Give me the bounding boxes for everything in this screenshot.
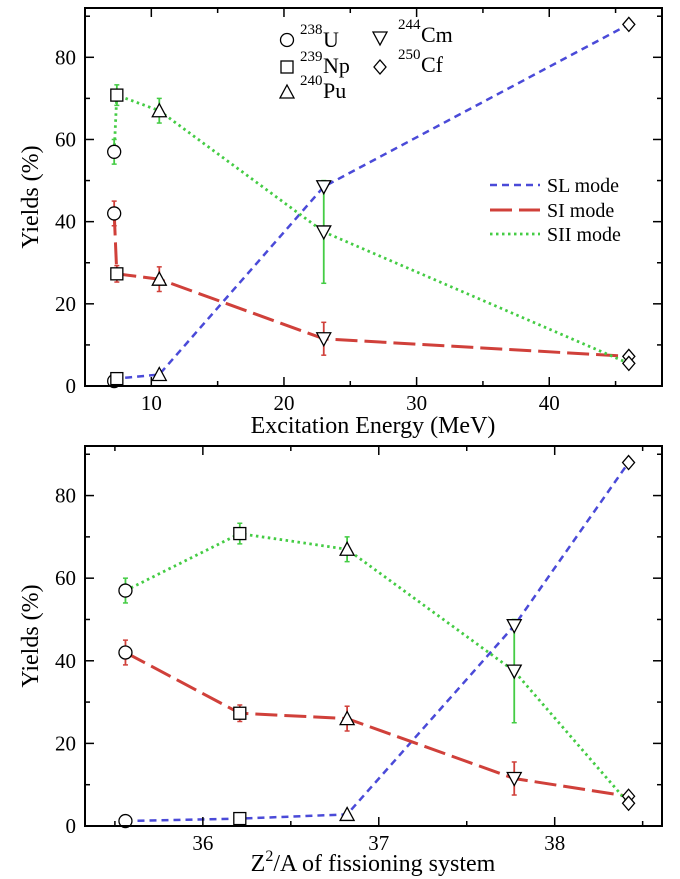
y-tick-label: 60	[55, 566, 76, 590]
top-plot-frame	[84, 7, 663, 387]
y-tick-label: 20	[55, 292, 76, 316]
circle-marker	[118, 813, 133, 829]
legend-pu240-mass: 240	[300, 73, 323, 89]
bottom-x-axis-label-sup: 2	[265, 848, 273, 865]
legend-pu240: 240 Pu	[278, 73, 346, 103]
legend-cm244-element: Cm	[421, 22, 453, 47]
bottom-panel: 0 20 40 60 80 36 37 38 Z2/A of fissioning syste…	[18, 445, 663, 877]
x-tick-label: 20	[273, 391, 294, 415]
top-error-bars	[111, 84, 327, 356]
bottom-x-axis-label-rest: /A of fissioning system	[273, 851, 495, 877]
nucleus-legend: 238 U 239 Np 240 Pu 244 Cm 250 Cf	[278, 17, 453, 103]
square-marker	[233, 706, 247, 720]
bottom-series-lines	[124, 461, 630, 823]
triangle-up-marker	[151, 270, 168, 286]
triangle-up-marker	[339, 710, 356, 726]
legend-sii-label: SII mode	[547, 224, 621, 246]
series-line-sii-mode	[124, 532, 630, 805]
top-axis-ticks: 0 20 40 60 80 10 20 30 40	[55, 8, 662, 415]
diamond-marker	[621, 355, 636, 372]
x-tick-label: 40	[539, 391, 560, 415]
bottom-markers	[118, 454, 636, 829]
square-marker	[233, 526, 247, 541]
legend-cm244-mass: 244	[398, 17, 421, 33]
square-marker	[110, 88, 124, 102]
bottom-x-axis-label-z: Z	[251, 851, 266, 877]
series-line-sl-mode	[125, 461, 630, 823]
square-marker	[233, 811, 247, 826]
y-tick-label: 40	[55, 210, 76, 234]
bottom-x-axis-label: Z2/A of fissioning system	[251, 848, 496, 877]
legend-cf250: 250 Cf	[373, 47, 444, 77]
legend-u238-element: U	[323, 27, 339, 52]
top-y-axis-label: Yields (%)	[18, 145, 44, 248]
legend-np239: 239 Np	[280, 49, 350, 78]
top-panel: 0 20 40 60 80 10 20 30 40 Excitation Energy (MeV…	[18, 7, 663, 439]
top-x-axis-label: Excitation Energy (MeV)	[251, 413, 496, 439]
legend-sl-label: SL mode	[547, 175, 619, 197]
square-marker-icon	[280, 60, 294, 74]
legend-cf250-mass: 250	[398, 47, 421, 63]
y-tick-label: 0	[66, 374, 77, 398]
x-tick-label: 37	[368, 831, 389, 855]
series-line-si-mode	[124, 651, 629, 798]
legend-pu240-element: Pu	[323, 78, 346, 103]
triangle-up-marker	[339, 806, 356, 822]
square-marker	[110, 267, 124, 281]
y-tick-label: 40	[55, 649, 76, 673]
y-tick-label: 80	[55, 45, 76, 69]
triangle-up-marker	[151, 102, 168, 118]
legend-u238-mass: 238	[300, 22, 323, 38]
diamond-marker	[621, 795, 636, 812]
bottom-y-axis-label: Yields (%)	[18, 584, 44, 687]
mode-legend: SL mode SI mode SII mode	[490, 175, 621, 246]
legend-np239-mass: 239	[300, 49, 323, 65]
bottom-axis-ticks: 0 20 40 60 80 36 37 38	[55, 446, 662, 855]
legend-cm244: 244 Cm	[371, 17, 453, 47]
diamond-marker	[621, 454, 636, 471]
legend-si-label: SI mode	[547, 200, 614, 222]
triangle-down-marker	[315, 225, 332, 241]
y-tick-label: 60	[55, 127, 76, 151]
diamond-marker	[621, 16, 636, 33]
legend-u238: 238 U	[279, 22, 339, 52]
legend-np239-element: Np	[323, 53, 350, 78]
x-tick-label: 10	[141, 391, 162, 415]
y-tick-label: 80	[55, 484, 76, 508]
y-tick-label: 0	[66, 814, 77, 838]
x-tick-label: 38	[544, 831, 565, 855]
top-markers	[107, 16, 636, 389]
diamond-marker-icon	[373, 59, 387, 75]
triangle-down-marker-icon	[371, 31, 389, 47]
triangle-up-marker	[151, 366, 168, 382]
triangle-up-marker	[339, 540, 356, 556]
x-tick-label: 36	[192, 831, 213, 855]
circle-marker	[107, 144, 122, 159]
x-tick-label: 30	[406, 391, 427, 415]
circle-marker	[118, 583, 133, 598]
triangle-down-marker	[506, 619, 523, 635]
triangle-up-marker-icon	[278, 83, 296, 99]
y-tick-label: 20	[55, 731, 76, 755]
triangle-down-marker	[315, 180, 332, 196]
triangle-down-marker	[506, 771, 523, 787]
triangle-down-marker	[315, 332, 332, 348]
legend-cf250-element: Cf	[421, 52, 444, 77]
bottom-error-bars	[122, 522, 517, 796]
circle-marker	[118, 645, 133, 660]
triangle-down-marker	[506, 664, 523, 680]
bottom-plot-frame	[84, 445, 663, 827]
square-marker	[110, 371, 124, 386]
circle-marker-icon	[279, 32, 295, 48]
circle-marker	[107, 206, 122, 221]
